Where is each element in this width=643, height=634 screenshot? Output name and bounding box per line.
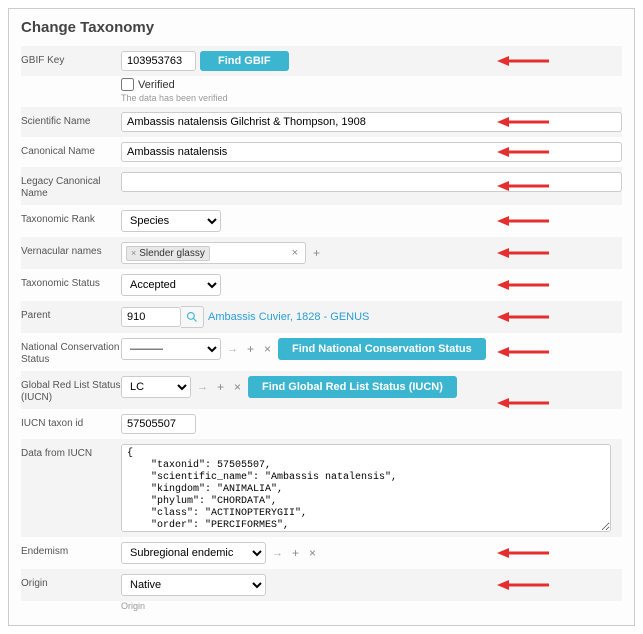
row-rank: Taxonomic Rank Species [21, 205, 622, 237]
label-canonical-name: Canonical Name [21, 142, 121, 158]
iucn-id-input[interactable] [121, 414, 196, 434]
vernacular-tagbox[interactable]: × Slender glassy × [121, 242, 306, 264]
rank-select[interactable]: Species [121, 210, 221, 232]
find-red-list-button[interactable]: Find Global Red List Status (IUCN) [248, 376, 457, 398]
row-origin: Origin Native [21, 569, 622, 601]
verified-help: The data has been verified [121, 93, 622, 107]
scientific-name-input[interactable] [121, 112, 622, 132]
row-parent: Parent Ambassis Cuvier, 1828 - GENUS [21, 301, 622, 333]
find-nat-cons-button[interactable]: Find National Conservation Status [278, 338, 486, 360]
remove-icon[interactable]: × [261, 342, 274, 356]
row-red-list: Global Red List Status (IUCN) LC → + × F… [21, 371, 622, 409]
status-select[interactable]: Accepted [121, 274, 221, 296]
parent-lookup-button[interactable] [181, 306, 204, 328]
goto-icon[interactable]: → [195, 381, 210, 393]
row-nat-cons: National Conservation Status ——— → + × F… [21, 333, 622, 371]
label-endemism: Endemism [21, 542, 121, 558]
verified-label: Verified [138, 79, 175, 91]
verified-checkbox[interactable] [121, 78, 134, 91]
label-gbif: GBIF Key [21, 51, 121, 67]
tag-label: Slender glassy [139, 248, 205, 259]
add-icon[interactable]: + [214, 380, 227, 394]
label-parent: Parent [21, 306, 121, 322]
label-status: Taxonomic Status [21, 274, 121, 290]
add-icon[interactable]: + [289, 546, 302, 560]
nat-cons-select[interactable]: ——— [121, 338, 221, 360]
row-vernacular: Vernacular names × Slender glassy × + [21, 237, 622, 269]
label-iucn-data: Data from IUCN [21, 444, 121, 460]
tag-remove-icon[interactable]: × [131, 248, 136, 258]
label-iucn-id: IUCN taxon id [21, 414, 121, 430]
endemism-select[interactable]: Subregional endemic [121, 542, 266, 564]
parent-input[interactable] [121, 307, 181, 327]
vernacular-tag: × Slender glassy [126, 246, 210, 261]
label-legacy-canonical: Legacy Canonical Name [21, 172, 121, 200]
label-rank: Taxonomic Rank [21, 210, 121, 226]
remove-icon[interactable]: × [306, 546, 319, 560]
origin-help: Origin [121, 601, 622, 615]
label-scientific-name: Scientific Name [21, 112, 121, 128]
origin-select[interactable]: Native [121, 574, 266, 596]
add-icon[interactable]: + [244, 342, 257, 356]
row-scientific-name: Scientific Name [21, 107, 622, 137]
clear-icon[interactable]: × [292, 247, 301, 259]
red-list-select[interactable]: LC [121, 376, 191, 398]
search-icon [186, 311, 198, 323]
find-gbif-button[interactable]: Find GBIF [200, 51, 289, 71]
add-icon[interactable]: + [310, 246, 323, 260]
arrow-marker [497, 398, 552, 408]
row-iucn-id: IUCN taxon id [21, 409, 622, 439]
canonical-name-input[interactable] [121, 142, 622, 162]
remove-icon[interactable]: × [231, 380, 244, 394]
row-gbif: GBIF Key Find GBIF [21, 46, 622, 76]
label-nat-cons: National Conservation Status [21, 338, 121, 366]
page-title: Change Taxonomy [21, 19, 622, 36]
taxonomy-form: Change Taxonomy GBIF Key Find GBIF Verif… [8, 8, 635, 626]
row-verified: Verified [121, 76, 622, 93]
gbif-key-input[interactable] [121, 51, 196, 71]
row-iucn-data: Data from IUCN [21, 439, 622, 537]
label-red-list: Global Red List Status (IUCN) [21, 376, 121, 404]
row-legacy-canonical: Legacy Canonical Name [21, 167, 622, 205]
goto-icon[interactable]: → [270, 547, 285, 559]
row-endemism: Endemism Subregional endemic → + × [21, 537, 622, 569]
row-canonical-name: Canonical Name [21, 137, 622, 167]
label-vernacular: Vernacular names [21, 242, 121, 258]
iucn-data-textarea[interactable] [121, 444, 611, 532]
parent-link[interactable]: Ambassis Cuvier, 1828 - GENUS [208, 311, 369, 323]
row-status: Taxonomic Status Accepted [21, 269, 622, 301]
goto-icon[interactable]: → [225, 343, 240, 355]
label-origin: Origin [21, 574, 121, 590]
legacy-canonical-input[interactable] [121, 172, 622, 192]
